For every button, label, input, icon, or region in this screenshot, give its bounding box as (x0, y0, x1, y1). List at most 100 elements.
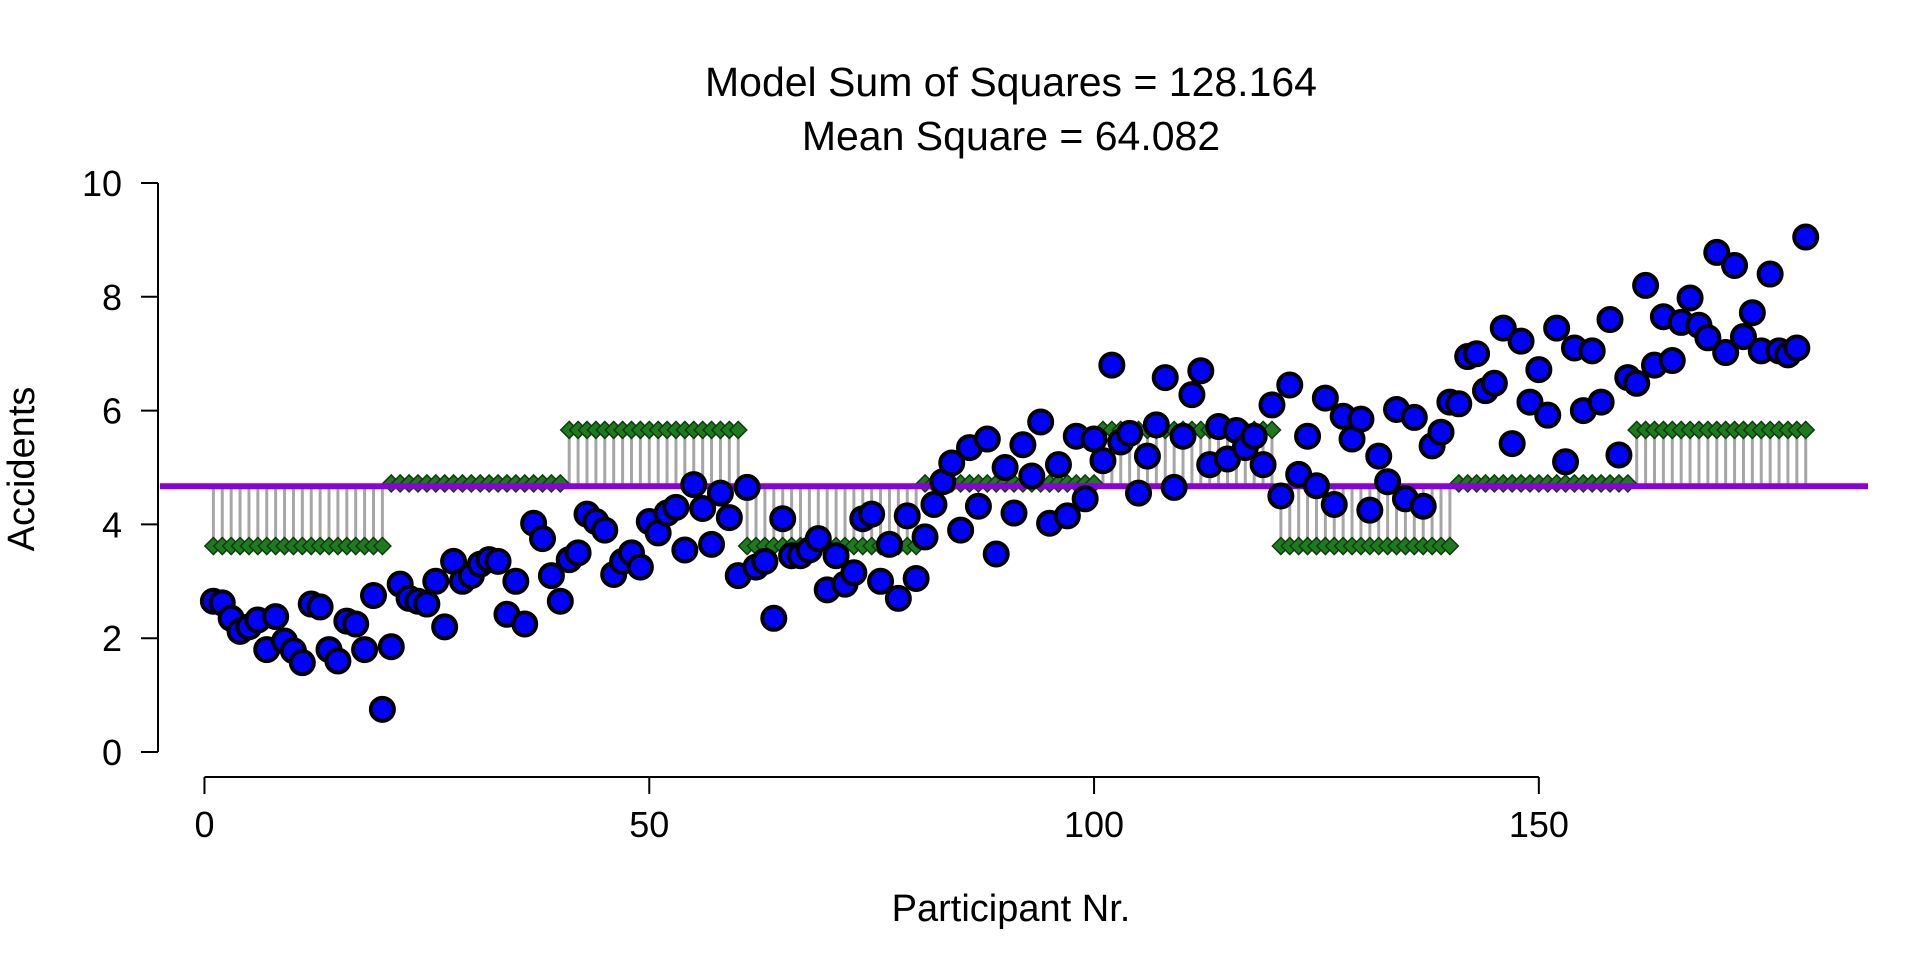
observation-points (199, 223, 1820, 723)
data-point (1009, 431, 1037, 459)
data-point (1792, 223, 1820, 251)
data-point (822, 542, 850, 570)
data-point (1738, 299, 1766, 327)
data-point (1427, 418, 1455, 446)
y-tick-label: 6 (102, 391, 122, 432)
data-point (537, 562, 565, 590)
data-point (893, 502, 921, 530)
data-point (1169, 422, 1197, 450)
data-point (1249, 451, 1277, 479)
data-point (947, 516, 975, 544)
data-point (938, 449, 966, 477)
data-point (1053, 502, 1081, 530)
data-point (1365, 442, 1393, 470)
data-point (1027, 408, 1055, 436)
y-axis: 0 2 4 6 8 10 (82, 163, 159, 773)
x-tick-label: 50 (629, 804, 669, 845)
data-point (1587, 388, 1615, 416)
data-point (1445, 390, 1473, 418)
data-point (1409, 492, 1437, 520)
data-point (1694, 324, 1722, 352)
data-point (1552, 448, 1580, 476)
data-point (875, 530, 903, 558)
data-point (262, 603, 290, 631)
data-point (991, 454, 1019, 481)
data-point (564, 539, 592, 567)
data-point (529, 525, 557, 553)
data-point (342, 610, 370, 638)
data-point (1044, 451, 1072, 479)
data-point (671, 536, 699, 564)
y-tick-label: 10 (82, 163, 122, 204)
data-point (1756, 260, 1784, 288)
data-point (288, 649, 316, 677)
group-mean-marker (1440, 536, 1460, 556)
data-point (982, 540, 1010, 568)
data-point (1276, 371, 1304, 399)
group-mean-marker (1262, 420, 1282, 440)
data-point (1543, 314, 1571, 342)
data-point (662, 493, 690, 521)
data-point (1374, 468, 1402, 496)
group-mean-marker (372, 536, 392, 556)
data-point (1000, 499, 1028, 527)
data-point (680, 471, 708, 499)
data-point (1311, 384, 1339, 412)
data-point (1018, 462, 1046, 490)
data-point (884, 584, 912, 612)
data-point (1302, 472, 1330, 500)
data-point (351, 636, 379, 664)
data-point (1632, 271, 1660, 299)
data-point (1534, 401, 1562, 429)
data-point (1294, 422, 1322, 450)
data-point (1071, 485, 1099, 513)
data-point (1712, 339, 1740, 367)
data-point (422, 567, 450, 595)
data-point (698, 530, 726, 558)
data-point (973, 425, 1001, 453)
data-point (1507, 327, 1535, 355)
data-point (546, 587, 574, 615)
data-point (1347, 405, 1375, 433)
data-point (626, 553, 654, 581)
data-point (1240, 422, 1268, 450)
data-point (1320, 490, 1348, 518)
data-point (706, 479, 734, 507)
data-point (1605, 441, 1633, 469)
data-point (1400, 403, 1428, 431)
data-point (1160, 473, 1188, 501)
data-point (1729, 323, 1757, 351)
data-point (1516, 388, 1544, 416)
data-point (1178, 381, 1206, 409)
data-point (804, 525, 832, 553)
data-point (867, 567, 895, 595)
data-point (1721, 252, 1749, 280)
data-point (840, 559, 868, 587)
data-point (1356, 496, 1384, 524)
x-tick-label: 150 (1509, 804, 1569, 845)
data-point (431, 613, 459, 641)
data-point (360, 582, 387, 610)
data-point (502, 567, 530, 595)
data-point (1783, 334, 1811, 362)
data-point (1596, 306, 1624, 334)
y-tick-label: 4 (102, 504, 122, 545)
data-point (1267, 482, 1295, 510)
data-point (1116, 419, 1144, 447)
y-tick-label: 8 (102, 277, 122, 318)
y-tick-label: 2 (102, 618, 122, 659)
data-point (751, 547, 779, 575)
data-point (368, 695, 396, 723)
data-point (858, 500, 886, 528)
data-point (1187, 357, 1215, 385)
chart-title-line-2: Mean Square = 64.082 (802, 113, 1220, 159)
data-point (689, 494, 717, 522)
data-point (1623, 369, 1651, 397)
data-point (715, 504, 743, 532)
data-point (1498, 430, 1526, 458)
data-point (1133, 442, 1161, 470)
data-point (1525, 356, 1553, 384)
data-point (1098, 351, 1126, 379)
y-axis-label: Accidents (1, 387, 43, 552)
